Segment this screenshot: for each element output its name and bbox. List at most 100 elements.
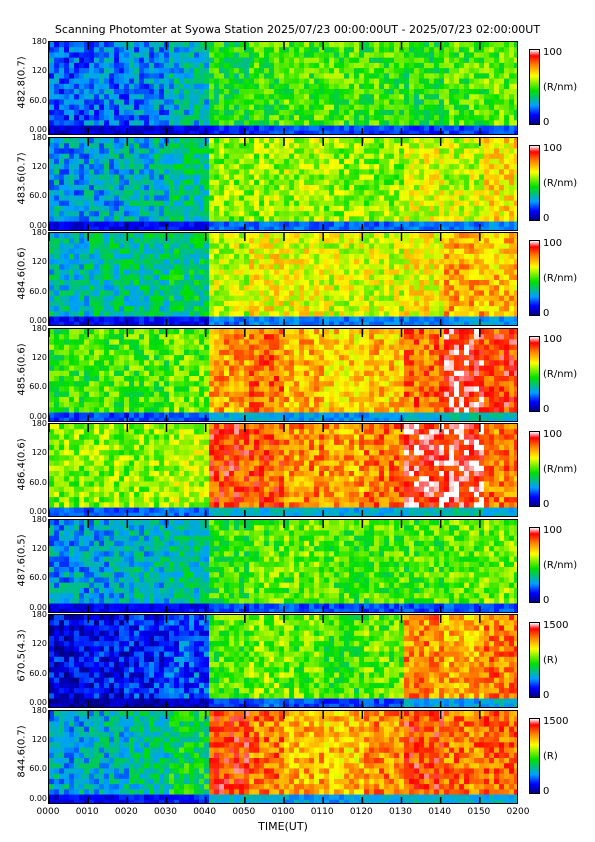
- heatmap-cell: [239, 104, 245, 111]
- heatmap-cell: [379, 120, 385, 127]
- heatmap-cell: [449, 269, 455, 276]
- heatmap-cell: [79, 153, 85, 159]
- heatmap-cell: [409, 47, 415, 54]
- heatmap-cell: [109, 238, 115, 245]
- heatmap-cell: [94, 205, 100, 212]
- heatmap-cell: [484, 99, 490, 106]
- heatmap-cell: [144, 120, 150, 127]
- heatmap-cell: [414, 233, 420, 239]
- heatmap-cell: [459, 125, 465, 132]
- heatmap-cell: [449, 189, 455, 196]
- heatmap-cell: [299, 158, 305, 165]
- heatmap-cell: [254, 238, 260, 245]
- heatmap-cell: [434, 243, 440, 250]
- heatmap-cell: [234, 290, 240, 297]
- heatmap-cell: [104, 311, 110, 318]
- heatmap-cell: [284, 243, 290, 250]
- heatmap-cell: [229, 306, 235, 312]
- heatmap-cell: [139, 248, 145, 255]
- heatmap-cell: [89, 78, 95, 85]
- heatmap-cell: [289, 280, 295, 286]
- heatmap-cell: [194, 68, 200, 74]
- heatmap-cell: [339, 89, 345, 95]
- heatmap-cell: [264, 184, 270, 191]
- heatmap-cell: [54, 73, 60, 80]
- heatmap-cell: [369, 78, 375, 85]
- heatmap-cell: [234, 158, 240, 165]
- heatmap-cell: [64, 243, 70, 250]
- heatmap-cell: [394, 205, 400, 212]
- heatmap-cell: [269, 311, 275, 318]
- heatmap-cell: [239, 68, 245, 74]
- heatmap-cell: [49, 78, 55, 85]
- heatmap-cell: [334, 221, 340, 227]
- heatmap-cell: [64, 184, 70, 191]
- heatmap-cell: [94, 274, 100, 281]
- heatmap-cell: [174, 120, 180, 127]
- heatmap-cell: [454, 125, 460, 132]
- heatmap-cell: [394, 253, 400, 260]
- heatmap-cell: [254, 306, 260, 312]
- heatmap-cell: [109, 300, 115, 307]
- heatmap-cell: [399, 62, 405, 69]
- heatmap-cell: [99, 125, 105, 132]
- heatmap-cell: [444, 194, 450, 201]
- heatmap-cell: [179, 184, 185, 191]
- heatmap-cell: [249, 194, 255, 201]
- heatmap-cell: [299, 137, 305, 144]
- heatmap-cell: [369, 205, 375, 212]
- heatmap-cell: [479, 194, 485, 201]
- heatmap-cell: [149, 174, 155, 180]
- heatmap-cell: [84, 104, 90, 111]
- heatmap-cell: [154, 89, 160, 95]
- heatmap-cell: [349, 137, 355, 144]
- heatmap-cell: [469, 62, 475, 69]
- y-tick-label: 60.0: [29, 286, 47, 296]
- heatmap-cell: [349, 274, 355, 281]
- heatmap-cell: [424, 158, 430, 165]
- heatmap-cell: [359, 311, 365, 318]
- heatmap-cell: [454, 94, 460, 101]
- heatmap-cell: [309, 264, 315, 271]
- heatmap-cell: [324, 62, 330, 69]
- heatmap-cell: [389, 78, 395, 85]
- heatmap-cell: [434, 205, 440, 212]
- heatmap-cell: [424, 174, 430, 180]
- heatmap-cell: [159, 147, 165, 154]
- heatmap-cell: [294, 120, 300, 127]
- heatmap-cell: [104, 142, 110, 149]
- heatmap-cell: [479, 62, 485, 69]
- heatmap-cell: [84, 142, 90, 149]
- heatmap-cell: [139, 147, 145, 154]
- heatmap-cell: [124, 306, 130, 312]
- heatmap-cell: [249, 280, 255, 286]
- heatmap-cell: [84, 62, 90, 69]
- heatmap-cell: [164, 163, 170, 170]
- heatmap-cell: [504, 99, 510, 106]
- heatmap-cell: [179, 104, 185, 111]
- heatmap-cell: [214, 311, 220, 318]
- heatmap-cell: [309, 200, 315, 206]
- heatmap-cell: [414, 194, 420, 201]
- heatmap-cell: [219, 168, 225, 175]
- heatmap-cell: [404, 52, 410, 59]
- heatmap-cell: [244, 57, 250, 64]
- heatmap-cell: [114, 274, 120, 281]
- heatmap-cell: [334, 115, 340, 121]
- heatmap-cell: [199, 168, 205, 175]
- heatmap-cell: [224, 104, 230, 111]
- heatmap-cell: [494, 205, 500, 212]
- heatmap-cell: [184, 68, 190, 74]
- heatmap-cell: [434, 99, 440, 106]
- heatmap-cell: [109, 184, 115, 191]
- heatmap-cell: [74, 109, 80, 116]
- heatmap-cell: [54, 153, 60, 159]
- heatmap-cell: [344, 47, 350, 54]
- heatmap-cell: [454, 158, 460, 165]
- heatmap-cell: [344, 184, 350, 191]
- heatmap-cell: [304, 184, 310, 191]
- heatmap-cell: [334, 194, 340, 201]
- heatmap-cell: [89, 137, 95, 144]
- heatmap-cell: [219, 83, 225, 90]
- heatmap-svg: [49, 137, 517, 230]
